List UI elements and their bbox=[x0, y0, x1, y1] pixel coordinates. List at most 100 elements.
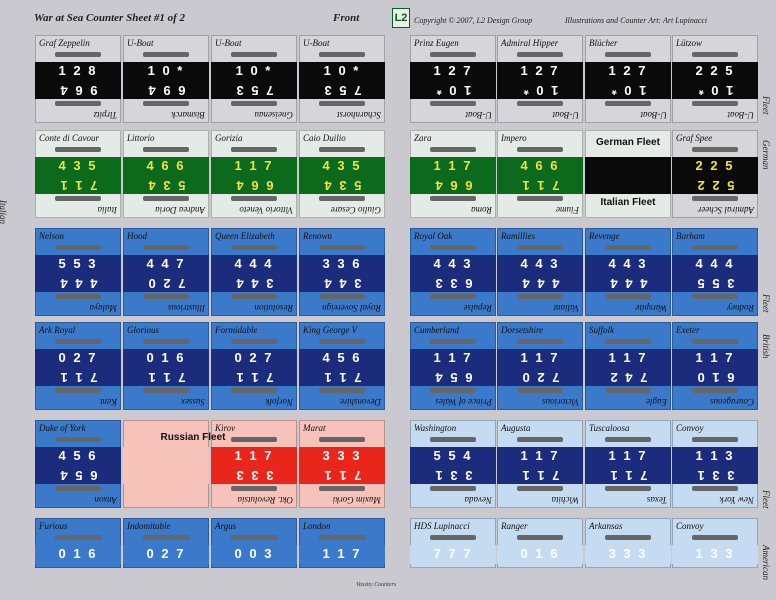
combat-values: 1 1 3 bbox=[695, 448, 735, 463]
ship-silhouette bbox=[430, 196, 476, 201]
ship-silhouette bbox=[231, 437, 277, 442]
fleet-label: Italian Fleet bbox=[600, 197, 656, 208]
ship-silhouette bbox=[143, 52, 189, 57]
ship-silhouette bbox=[605, 245, 651, 250]
combat-values: 2 2 5 bbox=[695, 158, 735, 173]
number-strip bbox=[497, 447, 583, 484]
sheet-side: Front bbox=[333, 12, 360, 24]
ship-name: Revenge bbox=[589, 231, 620, 241]
ship-silhouette bbox=[143, 388, 189, 393]
combat-values-flipped: 6 9 4 bbox=[146, 83, 186, 98]
number-strip bbox=[672, 157, 758, 194]
fleet-label: German Fleet bbox=[596, 137, 660, 148]
combat-values-flipped: 4 4 4 bbox=[608, 276, 648, 291]
number-strip bbox=[35, 447, 121, 484]
combat-values: 3 3 3 bbox=[608, 546, 648, 561]
ship-name: Barham bbox=[676, 231, 705, 241]
ship-silhouette bbox=[319, 52, 365, 57]
ship-silhouette bbox=[231, 294, 277, 299]
ship-silhouette bbox=[605, 388, 651, 393]
ship-silhouette bbox=[692, 388, 738, 393]
ship-silhouette bbox=[143, 245, 189, 250]
ship-name: Tuscaloosa bbox=[589, 423, 630, 433]
number-strip bbox=[211, 255, 297, 292]
ship-silhouette bbox=[605, 535, 651, 540]
ship-silhouette bbox=[430, 52, 476, 57]
number-strip bbox=[299, 62, 385, 99]
ship-name: Kirov bbox=[215, 423, 236, 433]
ship-name: Ramillies bbox=[501, 231, 535, 241]
ship-name: Zara bbox=[414, 133, 432, 143]
footer: Vassity Counters bbox=[356, 582, 397, 588]
ship-silhouette bbox=[605, 486, 651, 491]
combat-values: 1 0 * bbox=[235, 63, 273, 78]
ship-name: King George V bbox=[303, 325, 358, 335]
combat-values-flipped: 6 6 4 bbox=[433, 178, 473, 193]
ship-name: Graf Spee bbox=[676, 133, 713, 143]
ship-silhouette bbox=[517, 101, 563, 106]
ship-name: Suffolk bbox=[589, 325, 614, 335]
ship-silhouette bbox=[319, 486, 365, 491]
ship-silhouette bbox=[692, 52, 738, 57]
combat-values: 1 1 7 bbox=[322, 546, 362, 561]
ship-name: Dorsetshire bbox=[501, 325, 544, 335]
combat-values-flipped: 7 1 1 bbox=[58, 178, 98, 193]
number-strip bbox=[497, 157, 583, 194]
ship-silhouette bbox=[430, 101, 476, 106]
combat-values: 7 7 7 bbox=[433, 546, 473, 561]
combat-values-flipped: 7 1 1 bbox=[608, 468, 648, 483]
logo: L2 bbox=[392, 8, 410, 28]
ship-name: Exeter bbox=[676, 325, 700, 335]
ship-silhouette bbox=[231, 52, 277, 57]
ship-silhouette bbox=[692, 245, 738, 250]
combat-values: 3 3 3 bbox=[322, 448, 362, 463]
ship-silhouette bbox=[231, 196, 277, 201]
ship-silhouette bbox=[143, 101, 189, 106]
combat-values-flipped: 7 1 1 bbox=[520, 178, 560, 193]
ship-name: Arkansas bbox=[589, 521, 623, 531]
ship-silhouette bbox=[319, 196, 365, 201]
ship-silhouette bbox=[692, 486, 738, 491]
number-strip bbox=[410, 349, 496, 386]
number-strip bbox=[585, 62, 671, 99]
combat-values-flipped: 3 5 5 bbox=[695, 276, 735, 291]
ship-silhouette bbox=[430, 437, 476, 442]
number-strip bbox=[35, 157, 121, 194]
combat-values: 0 2 7 bbox=[58, 350, 98, 365]
ship-name: Renown bbox=[303, 231, 332, 241]
ship-silhouette bbox=[517, 486, 563, 491]
ship-silhouette bbox=[430, 294, 476, 299]
combat-values: 1 1 7 bbox=[433, 158, 473, 173]
number-strip bbox=[211, 545, 297, 564]
combat-values: 4 5 6 bbox=[322, 350, 362, 365]
ship-silhouette bbox=[231, 147, 277, 152]
number-strip bbox=[585, 545, 671, 564]
combat-values-flipped: 7 1 1 bbox=[146, 370, 186, 385]
combat-values-flipped: 3 4 4 bbox=[234, 276, 274, 291]
combat-values-flipped: 6 5 4 bbox=[433, 370, 473, 385]
combat-values: 1 1 7 bbox=[608, 448, 648, 463]
fleet-label: Russian Fleet bbox=[160, 432, 226, 443]
ship-name: Prinz Eugen bbox=[414, 38, 459, 48]
ship-silhouette bbox=[319, 437, 365, 442]
number-strip bbox=[585, 255, 671, 292]
ship-silhouette bbox=[319, 245, 365, 250]
ship-name: Duke of York bbox=[39, 423, 86, 433]
number-strip bbox=[211, 157, 297, 194]
number-strip bbox=[123, 447, 209, 484]
combat-values-flipped: 7 1 1 bbox=[234, 370, 274, 385]
ship-silhouette bbox=[231, 486, 277, 491]
ship-name: Royal Oak bbox=[414, 231, 453, 241]
ship-name: Conte di Cavour bbox=[39, 133, 99, 143]
ship-silhouette bbox=[692, 147, 738, 152]
ship-name: Convoy bbox=[676, 423, 704, 433]
combat-values: 4 4 4 bbox=[234, 256, 274, 271]
ship-name: Argus bbox=[215, 521, 237, 531]
combat-values-flipped: 1 0 * bbox=[434, 83, 472, 98]
ship-silhouette bbox=[517, 196, 563, 201]
combat-values: 5 5 3 bbox=[58, 256, 98, 271]
side-label: British bbox=[761, 334, 771, 359]
combat-values: 4 3 5 bbox=[322, 158, 362, 173]
combat-values-flipped: 7 5 3 bbox=[234, 83, 274, 98]
